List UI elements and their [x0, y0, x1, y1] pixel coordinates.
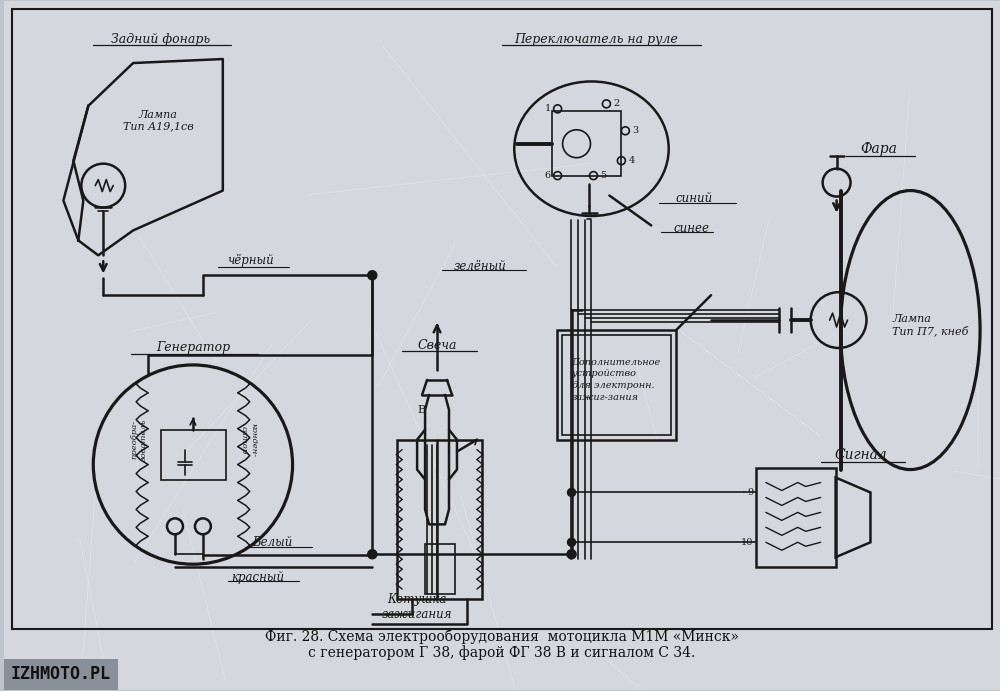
Bar	[425, 545, 455, 594]
Text: Лампа
Тип П7, кнеб: Лампа Тип П7, кнеб	[892, 314, 969, 337]
Text: 9: 9	[748, 488, 754, 497]
Text: Задний фонарь: Задний фонарь	[111, 32, 211, 46]
Text: Свеча: Свеча	[417, 339, 457, 352]
Text: 5: 5	[600, 171, 607, 180]
Text: преобра-
зователь: преобра- зователь	[131, 419, 148, 461]
Text: Белый: Белый	[252, 536, 293, 549]
Bar	[397, 439, 482, 599]
Bar	[562, 335, 671, 435]
Text: зелёный: зелёный	[453, 260, 506, 273]
Bar	[557, 330, 676, 439]
Text: Фара: Фара	[860, 142, 897, 155]
Circle shape	[368, 272, 376, 279]
Text: 4: 4	[628, 156, 635, 165]
Circle shape	[568, 550, 576, 558]
Text: Дополнительное
устройство
для электронн.
зажиг-зания: Дополнительное устройство для электронн.…	[572, 358, 661, 402]
Text: красный: красный	[231, 571, 284, 584]
Circle shape	[568, 539, 575, 546]
Text: Котушка
зажигания: Котушка зажигания	[382, 593, 452, 621]
Text: синее: синее	[673, 222, 709, 235]
Text: IZHMOTO.PL: IZHMOTO.PL	[10, 665, 110, 683]
Text: 2: 2	[613, 100, 620, 108]
Circle shape	[568, 489, 575, 496]
Text: синий: синий	[675, 192, 713, 205]
Text: Лампа
Тип A19,1св: Лампа Тип A19,1св	[123, 110, 193, 131]
Bar	[552, 111, 621, 176]
Text: Сигнал: Сигнал	[834, 448, 887, 462]
Text: Переключатель на руле: Переключатель на руле	[515, 32, 678, 46]
Text: Фиг. 28. Схема электрооборудования  мотоцикла М1М «Минск»: Фиг. 28. Схема электрооборудования мотоц…	[265, 630, 739, 645]
Circle shape	[368, 550, 376, 558]
Text: 3: 3	[632, 126, 639, 135]
Text: Генератор: Генератор	[156, 341, 230, 354]
Text: 10: 10	[741, 538, 753, 547]
Bar	[4, 659, 118, 690]
Text: с генератором Г 38, фарой ФГ 38 В и сигналом С 34.: с генератором Г 38, фарой ФГ 38 В и сигн…	[308, 645, 695, 661]
Text: 1: 1	[544, 104, 551, 113]
Text: B: B	[417, 405, 425, 415]
Text: 6: 6	[545, 171, 551, 180]
Bar	[756, 468, 836, 567]
Text: чёрный: чёрный	[227, 254, 274, 267]
Text: конден-
сатор: конден- сатор	[240, 423, 257, 457]
Bar	[161, 430, 226, 480]
